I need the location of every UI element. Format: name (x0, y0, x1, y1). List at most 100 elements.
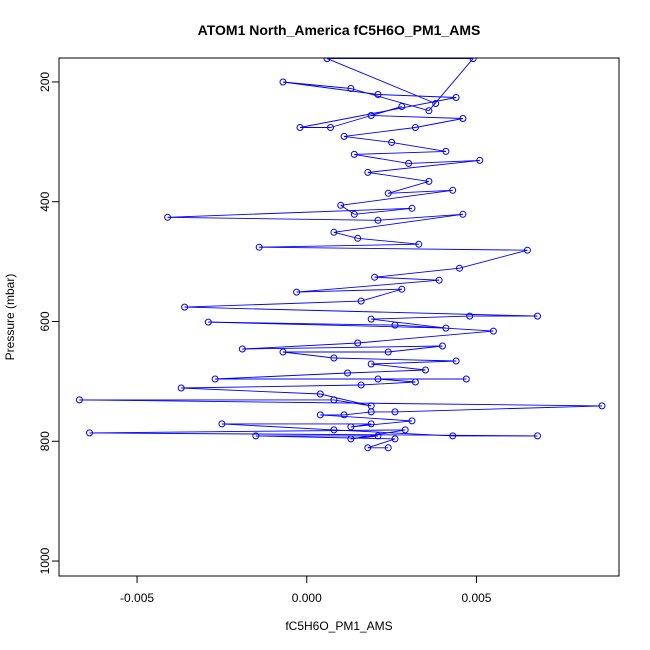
series-segment (408, 159, 480, 164)
data-point (330, 426, 338, 434)
series-segment (347, 369, 426, 374)
data-point (432, 100, 440, 107)
series-segment (340, 204, 355, 215)
series-segment (259, 246, 528, 251)
series-segment (344, 127, 416, 137)
data-point (452, 94, 460, 101)
data-point (181, 303, 189, 311)
data-point (316, 390, 324, 398)
data-point (456, 264, 463, 272)
series-segment (259, 243, 419, 248)
data-point (293, 288, 301, 296)
series-segment (391, 141, 446, 152)
series-segment (344, 411, 372, 416)
data-point (238, 345, 246, 353)
data-point (462, 375, 470, 383)
data-point (86, 429, 93, 437)
data-point (364, 168, 372, 176)
series-segment (282, 81, 379, 95)
series-segment (282, 351, 334, 359)
data-point (442, 147, 450, 155)
data-point (330, 396, 338, 404)
series-segment (367, 171, 429, 182)
data-point (415, 240, 423, 248)
data-point (330, 354, 338, 362)
series-segment (388, 345, 443, 353)
y-axis-label: Pressure (mbar) (3, 274, 17, 361)
series-segment (333, 357, 457, 362)
series-segment (360, 288, 402, 302)
series-points (75, 58, 606, 452)
data-point (466, 312, 474, 320)
series-segment (89, 432, 538, 437)
series-segment (242, 345, 443, 350)
series-segment (344, 135, 392, 143)
series-segment (354, 150, 446, 155)
series-segment (326, 58, 436, 104)
data-point (534, 312, 541, 320)
data-point (367, 420, 375, 428)
series-segment (371, 315, 470, 320)
data-point (374, 375, 382, 383)
data-point (411, 378, 419, 386)
data-point (422, 366, 429, 374)
data-point (391, 321, 399, 329)
series-segment (320, 393, 372, 407)
series-segment (371, 115, 463, 119)
x-tick-label: 0.005 (461, 591, 491, 605)
series-segment (215, 372, 348, 380)
series-segment (371, 318, 446, 329)
data-point (469, 58, 477, 63)
data-point (218, 420, 226, 428)
y-tick-label: 400 (38, 191, 52, 211)
data-point (459, 115, 467, 122)
series-segment (181, 384, 362, 389)
series-segment (350, 88, 430, 112)
x-axis: -0.005 0.000 0.005 (120, 575, 492, 605)
series-segment (296, 279, 440, 293)
data-point (398, 103, 406, 110)
data-point (391, 435, 399, 443)
series-segment (299, 97, 457, 128)
data-point (452, 357, 460, 365)
data-point (367, 402, 375, 410)
data-point (449, 432, 457, 440)
series-segment (333, 231, 358, 239)
x-tick-label: 0.000 (292, 591, 322, 605)
data-point (398, 285, 406, 293)
series-segment (415, 118, 463, 128)
series-segment (377, 378, 416, 383)
data-point (408, 417, 416, 425)
data-point (408, 204, 416, 212)
data-point (350, 150, 358, 158)
y-tick-label: 1000 (38, 547, 52, 574)
data-point (177, 384, 185, 392)
series-segment (388, 180, 430, 194)
data-point (337, 201, 345, 209)
data-point (340, 132, 348, 140)
series-segment (350, 420, 413, 428)
data-point (476, 156, 484, 164)
series-segment (255, 435, 396, 440)
data-point (534, 432, 541, 440)
data-point (374, 432, 382, 440)
data-point (316, 411, 324, 419)
data-point (435, 276, 443, 284)
series-segment (340, 189, 453, 206)
x-tick-label: -0.005 (120, 591, 154, 605)
y-tick-label: 200 (38, 72, 52, 92)
data-point (323, 58, 331, 63)
data-point (442, 324, 450, 332)
data-point (327, 124, 334, 131)
data-point (252, 432, 260, 440)
data-point (598, 402, 606, 410)
data-point (425, 107, 433, 115)
data-point (255, 243, 263, 251)
series-segment (354, 153, 409, 164)
series-segment (167, 207, 413, 218)
data-point (391, 408, 399, 416)
series-segment (167, 216, 379, 221)
series-segment (371, 363, 426, 371)
series-segment (333, 213, 463, 233)
